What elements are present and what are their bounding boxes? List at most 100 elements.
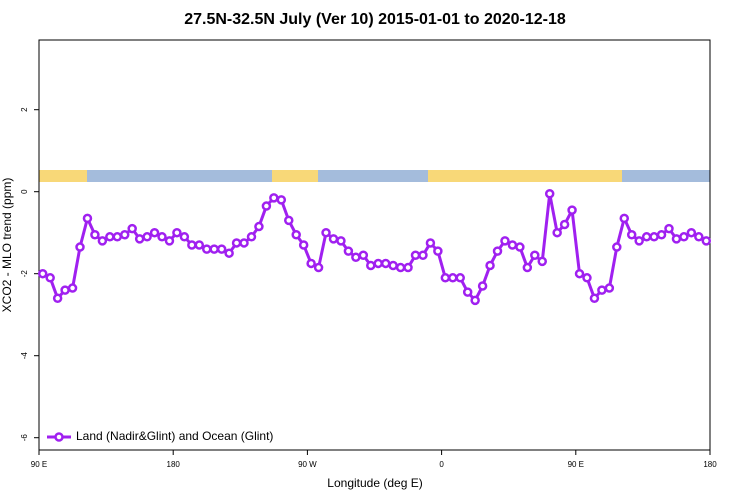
point <box>485 260 495 271</box>
point <box>500 236 510 246</box>
point <box>216 244 227 254</box>
point <box>418 250 428 260</box>
point <box>395 262 406 273</box>
x-tick-label: 90 W <box>298 460 317 469</box>
point <box>202 244 212 254</box>
point <box>209 244 219 254</box>
point <box>284 215 294 226</box>
plot-frame <box>38 39 711 451</box>
point <box>388 260 398 271</box>
point <box>112 232 123 242</box>
point <box>291 230 301 240</box>
point <box>544 189 555 199</box>
point <box>67 283 78 293</box>
chart-title: 27.5N-32.5N July (Ver 10) 2015-01-01 to … <box>184 11 566 28</box>
point <box>105 232 115 242</box>
x-tick-label: 90 E <box>568 460 584 469</box>
point <box>224 248 234 258</box>
point <box>269 193 279 203</box>
point <box>119 230 130 240</box>
point <box>373 258 383 269</box>
point <box>380 258 391 269</box>
x-tick-label: 90 E <box>31 460 47 469</box>
point <box>261 201 272 211</box>
point <box>343 246 354 256</box>
point <box>179 232 190 242</box>
point <box>231 238 242 248</box>
point <box>90 230 100 240</box>
point <box>60 285 70 295</box>
point <box>433 246 443 256</box>
y-tick-label: 0 <box>20 189 29 194</box>
point <box>455 273 465 283</box>
point <box>157 232 167 242</box>
point <box>522 262 533 273</box>
y-axis-label: XCO2 - MLO trend (ppm) <box>0 178 14 313</box>
point <box>366 260 376 271</box>
y-tick-label: -4 <box>20 352 29 360</box>
y-tick-label: -6 <box>20 434 29 442</box>
point <box>537 256 547 267</box>
point <box>313 262 324 273</box>
point <box>664 223 674 234</box>
point <box>597 285 607 295</box>
point <box>649 232 659 242</box>
point <box>164 236 175 246</box>
point <box>462 287 473 297</box>
point <box>37 268 48 279</box>
point <box>552 227 562 238</box>
point <box>75 242 85 252</box>
x-axis-label: Longitude (deg E) <box>327 476 422 490</box>
point <box>336 236 346 246</box>
land-strip <box>272 170 318 182</box>
point <box>634 236 644 246</box>
point <box>641 232 652 242</box>
point <box>306 258 316 269</box>
point <box>567 205 577 215</box>
y-tick-label: -2 <box>20 270 29 278</box>
point <box>239 238 249 248</box>
point <box>321 227 331 238</box>
point <box>134 234 145 244</box>
point <box>127 223 137 234</box>
point <box>619 213 630 224</box>
point <box>515 242 525 252</box>
point <box>574 268 585 279</box>
point <box>656 230 667 240</box>
legend-label: Land (Nadir&Glint) and Ocean (Glint) <box>76 429 273 443</box>
point <box>448 273 458 283</box>
point <box>52 293 63 304</box>
point <box>492 246 503 256</box>
point <box>254 221 264 232</box>
point <box>187 240 197 250</box>
point <box>142 232 152 242</box>
point <box>477 281 488 291</box>
point <box>559 219 570 230</box>
point <box>612 242 622 252</box>
point <box>604 283 615 293</box>
point <box>328 234 339 244</box>
point <box>530 250 540 260</box>
point <box>82 213 93 224</box>
point <box>440 273 451 283</box>
point <box>149 227 160 238</box>
point <box>686 227 697 238</box>
point <box>358 250 369 260</box>
point <box>172 227 182 238</box>
point <box>246 232 257 242</box>
point <box>679 232 689 242</box>
point <box>671 234 682 244</box>
point <box>194 240 205 250</box>
land-strip <box>39 170 87 182</box>
point <box>582 273 592 283</box>
x-tick-label: 180 <box>167 460 181 469</box>
point <box>470 295 480 306</box>
y-tick-label: 2 <box>20 107 29 112</box>
x-tick-label: 180 <box>703 460 717 469</box>
point <box>410 250 421 260</box>
land-strip <box>428 170 622 182</box>
point <box>403 262 413 273</box>
point <box>626 230 637 240</box>
point <box>298 240 309 250</box>
point <box>694 232 704 242</box>
